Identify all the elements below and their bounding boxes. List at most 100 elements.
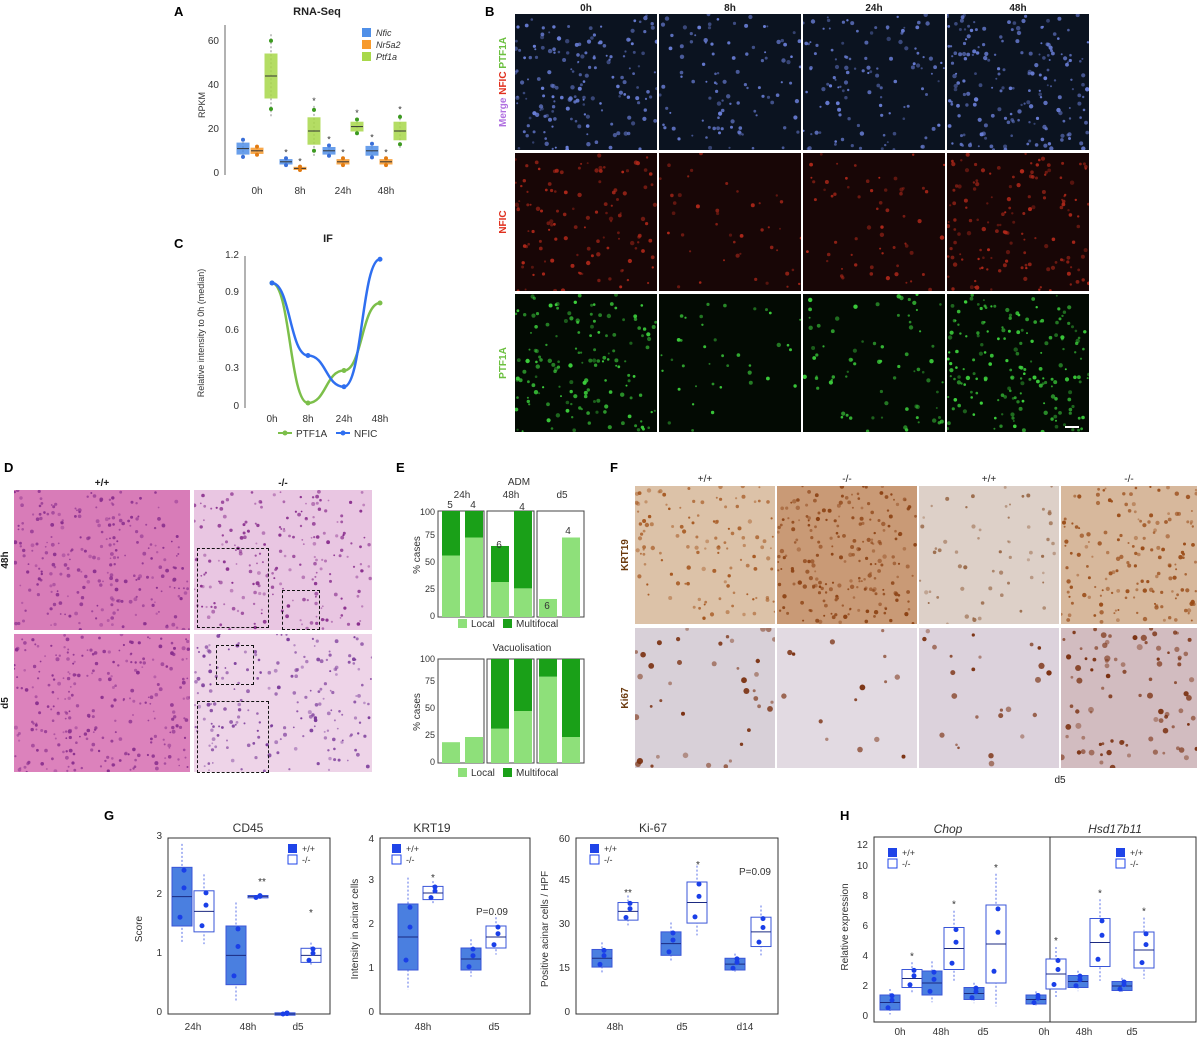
data-point [231,973,237,979]
legend-marker-nfic [340,430,346,436]
inset-box [197,701,269,773]
data-point [969,995,975,1001]
h-xticks: 0h 48h d5 0h 48h d5 [894,1027,1138,1038]
data-point [1139,960,1145,966]
panel-b-row-ptf1a-label: PTF1A [498,347,509,379]
y-tick-label: 50 [425,557,435,567]
data-point [491,942,497,948]
series-point [341,368,347,373]
data-point [432,888,438,894]
panel-c-legend: PTF1A NFIC [278,429,377,440]
bar-local [514,711,532,763]
y-tick-label: 0 [430,757,435,767]
data-point [601,953,607,959]
y-tick-label: 1 [368,963,374,974]
bar-local [442,742,460,763]
fluorescence-micrograph [947,294,1089,432]
data-point [407,924,413,930]
data-point [670,930,676,936]
fluorescence-micrograph [803,153,945,291]
x-tick-label: 8h [302,414,313,425]
data-point [312,148,316,153]
data-point [1121,982,1127,988]
panel-d-col-ko: -/- [278,478,288,489]
data-point [269,38,273,43]
x-tick-label: 24h [185,1022,202,1033]
panel-label-b: B [485,4,495,19]
panel-h-charts: Relative expression 0 2 4 6 8 10 12 Chop… [840,822,1197,1038]
data-point [597,961,603,967]
y-tick-label: 25 [425,584,435,594]
x-tick-label: d5 [977,1027,989,1038]
cd45-xticks: 24h 48h d5 [185,1022,304,1033]
sig-star: * [910,951,914,962]
series-point [269,280,275,286]
y-tick-label: 2 [156,889,162,900]
fluorescence-micrograph [515,294,657,432]
group-label: 24h [454,490,471,501]
panel-b-row-merge-label: Merge NFIC PTF1A [498,14,512,150]
sig-star: * [370,132,374,142]
data-point [298,164,302,169]
y-tick-label: 100 [420,654,435,664]
panel-label-h: H [840,808,850,823]
cd45-legend: +/+ -/- [287,844,315,865]
y-tick-label: 0 [368,1007,374,1018]
bar-multifocal [539,659,557,677]
data-point [284,156,288,161]
data-point [601,947,607,953]
data-point [949,960,955,966]
panel-e-counts: 5 4 6 4 6 4 [447,500,571,612]
bar-local [465,737,483,763]
count-label: 4 [565,526,571,537]
he-histology-wt-48h [14,490,190,630]
data-point [495,931,501,937]
fluorescence-micrograph [515,153,657,291]
count-label: 4 [470,500,476,511]
sig-star: * [284,148,288,158]
x-tick-label: 48h [372,414,389,425]
bar-local [465,537,483,617]
data-point [284,1011,290,1017]
ki67-title: Ki-67 [639,821,667,835]
panel-a-boxes: * * * * * * * * * [236,34,407,173]
panel-e-bottom-bars [437,658,585,764]
krt19-ylabel: Intensity in acinar cells [350,879,361,980]
panel-b-col-8h: 8h [724,3,736,14]
legend-label: Ptf1a [376,52,397,62]
x-tick-label: 8h [294,186,305,197]
data-point [889,993,895,999]
data-point [269,107,273,111]
data-point [306,957,312,963]
krt19-boxes [397,877,507,990]
legend-label: Nr5a2 [376,40,401,50]
data-point [355,117,359,122]
data-point [280,1011,286,1017]
data-point [310,950,316,956]
data-point [241,137,245,142]
panel-f-col-2: -/- [842,474,852,485]
krt19-xticks: 48h d5 [415,1022,500,1033]
y-tick-label: 15 [559,963,571,974]
data-point [1073,983,1079,989]
y-tick-label: 75 [425,530,435,540]
data-point [931,969,937,975]
legend-label: NFIC [354,429,377,440]
legend-label: Nfic [376,28,392,38]
data-point [1051,982,1057,987]
scale-bar [1065,426,1079,428]
data-point [734,956,740,962]
data-point [973,989,979,995]
y-tick-label: 0 [862,1011,868,1022]
sig-label: * [431,873,435,884]
panel-e-ylabel-top: % cases [412,536,423,574]
count-label: 4 [519,502,525,513]
bar-local [562,537,580,617]
y-tick-label: 60 [559,834,571,845]
y-tick-label: 4 [368,834,374,845]
series-point [305,353,311,358]
cd45-boxes [171,843,322,1017]
inset-box [197,548,269,628]
y-tick-label: 20 [208,124,220,135]
panel-d-col-wt: +/+ [94,478,110,489]
